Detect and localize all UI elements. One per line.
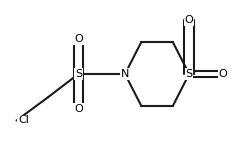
Text: O: O [74, 34, 83, 44]
Text: S: S [75, 69, 82, 79]
Text: N: N [121, 69, 129, 79]
Text: O: O [74, 104, 83, 114]
Text: S: S [185, 69, 193, 79]
Text: O: O [185, 15, 194, 25]
Text: O: O [219, 69, 227, 79]
Text: Cl: Cl [18, 115, 29, 126]
